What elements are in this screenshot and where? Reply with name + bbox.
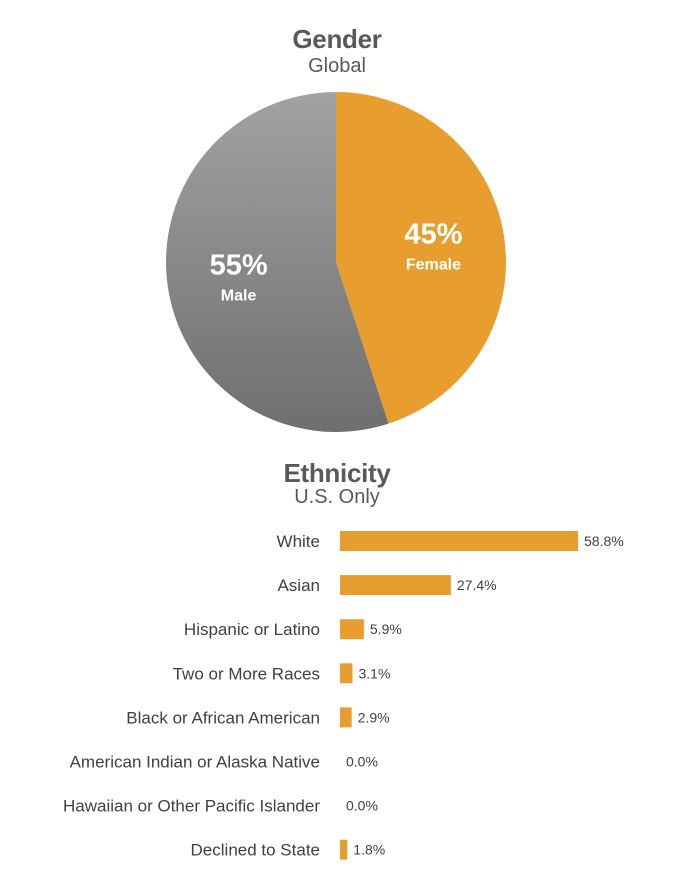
bar-category-label: American Indian or Alaska Native <box>70 753 320 772</box>
bar-category-label: Hispanic or Latino <box>184 620 320 639</box>
bar <box>340 663 353 684</box>
bar-value-label: 58.8% <box>584 533 624 549</box>
bar <box>340 839 348 860</box>
bar-value-label: 2.9% <box>358 709 390 725</box>
bar-category-label: Declined to State <box>191 841 320 860</box>
bar-value-label: 27.4% <box>457 577 497 593</box>
gender-chart-subtitle: Global <box>308 55 366 77</box>
bar-value-label: 0.0% <box>346 798 378 814</box>
gender-pie-chart: 45% Female 55% Male <box>165 92 506 432</box>
gender-chart-title: Gender <box>292 24 382 54</box>
bar-value-label: 1.8% <box>353 842 385 858</box>
pie-category-label-female: Female <box>406 257 461 274</box>
ethnicity-chart-subtitle: U.S. Only <box>294 486 380 508</box>
bar <box>340 619 364 640</box>
pie-slice-female <box>336 92 506 424</box>
bar-category-label: Hawaiian or Other Pacific Islander <box>63 797 320 816</box>
bar-value-label: 5.9% <box>370 621 402 637</box>
pie-value-label-female: 45% <box>404 219 462 251</box>
bar <box>340 531 578 551</box>
bar-category-label: Two or More Races <box>173 664 320 683</box>
pie-slice-male <box>165 92 389 432</box>
bar-category-label: Asian <box>277 576 320 595</box>
pie-category-label-male: Male <box>221 287 257 304</box>
bar-category-label: White <box>277 532 320 551</box>
pie-value-label-male: 55% <box>210 249 268 281</box>
bar-value-label: 0.0% <box>346 754 378 770</box>
bar-value-label: 3.1% <box>359 665 391 681</box>
bar-category-label: Black or African American <box>126 708 320 727</box>
ethnicity-chart-title: Ethnicity <box>283 458 391 488</box>
bar <box>340 707 352 728</box>
bar <box>340 575 451 596</box>
